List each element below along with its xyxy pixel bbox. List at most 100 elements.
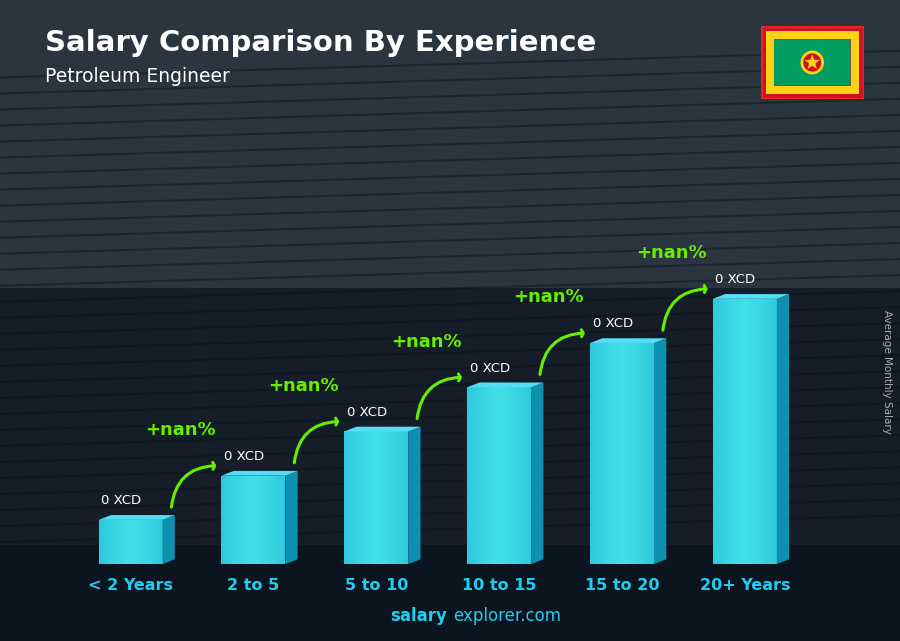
Bar [245,476,247,564]
Polygon shape [713,294,789,299]
Bar [113,520,116,564]
Bar [103,520,105,564]
Bar [116,520,118,564]
Bar [381,431,382,564]
Bar [149,520,152,564]
Bar [506,387,508,564]
Polygon shape [99,515,175,520]
Polygon shape [531,383,544,564]
Bar [605,343,608,564]
Bar [644,343,645,564]
Bar [739,299,741,564]
Bar [482,387,484,564]
Bar [645,343,648,564]
Bar [523,387,525,564]
Polygon shape [835,31,842,37]
Bar [404,431,406,564]
Bar [237,476,239,564]
Circle shape [802,52,823,73]
Bar [609,343,611,564]
Polygon shape [409,427,420,564]
Bar [753,299,755,564]
Bar [598,343,600,564]
Polygon shape [777,294,789,564]
Bar [120,520,122,564]
Bar [234,476,237,564]
Bar [525,387,526,564]
Bar [766,31,859,94]
Bar [472,387,473,564]
Bar [0,288,900,545]
Bar [501,387,503,564]
Bar [592,343,594,564]
Bar [725,299,728,564]
Text: +nan%: +nan% [391,333,462,351]
Polygon shape [285,471,298,564]
Bar [503,387,506,564]
Bar [608,343,609,564]
Polygon shape [835,88,842,94]
Polygon shape [812,39,850,86]
Bar [137,520,139,564]
Bar [730,299,732,564]
Bar [772,299,775,564]
Text: 0 XCD: 0 XCD [592,317,633,330]
Text: Average Monthly Salary: Average Monthly Salary [881,310,892,434]
Bar [760,299,762,564]
Polygon shape [809,88,815,94]
Bar [775,299,777,564]
Bar [240,476,243,564]
Bar [509,387,512,564]
Polygon shape [774,39,812,86]
Bar [268,476,271,564]
Bar [266,476,268,564]
Text: +nan%: +nan% [268,377,338,395]
Bar [243,476,245,564]
Text: +nan%: +nan% [636,244,707,262]
Bar [395,431,398,564]
Bar [650,343,652,564]
Bar [489,387,491,564]
Text: +nan%: +nan% [514,288,584,306]
Bar [221,476,223,564]
Bar [359,431,362,564]
Bar [722,299,724,564]
Bar [484,387,486,564]
Polygon shape [590,338,666,343]
Bar [652,343,654,564]
Bar [355,431,357,564]
Bar [736,299,739,564]
Bar [0,0,900,288]
Bar [717,299,719,564]
Bar [228,476,230,564]
Bar [478,387,480,564]
Bar [374,431,376,564]
Polygon shape [783,88,789,94]
Bar [755,299,758,564]
Bar [118,520,120,564]
Bar [271,476,273,564]
Bar [389,431,392,564]
Bar [254,476,256,564]
Bar [140,520,141,564]
Bar [232,476,234,564]
Bar [0,545,900,641]
Bar [122,520,124,564]
Bar [143,520,146,564]
Bar [251,476,254,564]
Bar [372,431,374,564]
Bar [620,343,622,564]
Bar [130,520,132,564]
Bar [378,431,381,564]
Text: 0 XCD: 0 XCD [101,494,141,507]
Polygon shape [221,471,298,476]
Bar [724,299,725,564]
Bar [517,387,518,564]
Bar [633,343,634,564]
Polygon shape [163,515,175,564]
Bar [514,387,517,564]
Bar [223,476,226,564]
Bar [467,387,469,564]
Bar [385,431,387,564]
Bar [141,520,143,564]
